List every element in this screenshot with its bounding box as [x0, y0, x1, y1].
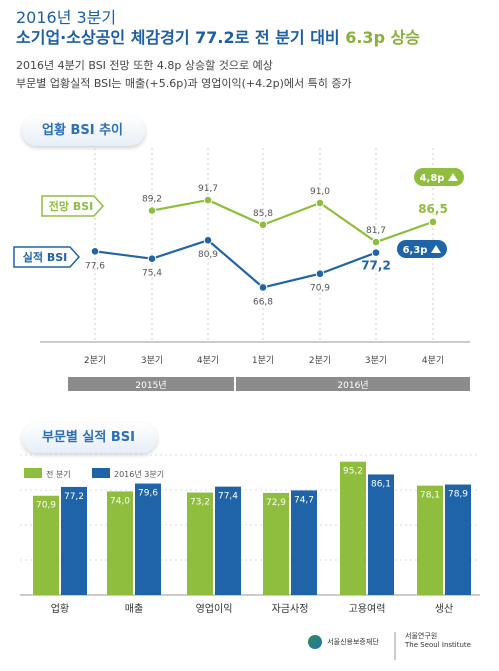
- data-label: 89,2: [142, 195, 162, 205]
- data-label: 91,0: [310, 187, 330, 197]
- forecast-point: [258, 220, 268, 230]
- bar-value-label: 78,1: [420, 491, 440, 501]
- bar-value-label: 74,0: [110, 496, 130, 506]
- legend-label: 전 분기: [46, 469, 71, 479]
- data-label: 77,2: [361, 259, 391, 273]
- x-tick-label: 3분기: [365, 355, 387, 366]
- actual-point: [147, 254, 157, 263]
- forecast-point: [315, 198, 325, 208]
- actual-point: [315, 269, 325, 279]
- headline-highlight: 6.3p 상승: [345, 28, 421, 47]
- summary-line-1: 2016년 4분기 BSI 전망 또한 4.8p 상승할 것으로 예상: [16, 59, 273, 72]
- x-tick-label: 4분기: [422, 355, 444, 366]
- bar-value-label: 77,2: [64, 492, 84, 502]
- bar-category-label: 영업이익: [196, 602, 233, 615]
- bar-2016q3: [215, 486, 241, 595]
- data-label: 81,7: [366, 226, 386, 236]
- forecast-change-badge-text: 4,8p: [420, 173, 445, 184]
- actual-series-tag: [13, 246, 81, 268]
- data-label: 80,9: [198, 250, 218, 260]
- bar-value-label: 72,9: [266, 498, 286, 508]
- data-label: 86,5: [418, 202, 448, 216]
- forecast-line: [151, 198, 434, 244]
- bar-value-label: 79,6: [138, 489, 158, 499]
- sinbo-logo-text: 서울신용보증재단: [327, 638, 379, 646]
- x-tick-label: 3분기: [141, 355, 163, 366]
- forecast-point: [147, 206, 157, 215]
- bar-category-label: 고용여력: [349, 603, 386, 615]
- line-chart-title: 업황 BSI 추이: [22, 116, 146, 146]
- up-arrow-icon: [431, 245, 441, 253]
- forecast-point: [203, 195, 213, 205]
- data-label: 85,8: [253, 209, 273, 219]
- legend-label: 2016년 3분기: [114, 469, 164, 479]
- legend-swatch-prev: [24, 468, 42, 478]
- headline-text: 소기업·소상공인 체감경기 77.2로 전 분기 대비: [16, 28, 346, 47]
- bar-chart-title: 부문별 실적 BSI: [22, 423, 157, 453]
- seoul-institute-logo: 서울연구원 The Seoul Institute: [405, 632, 471, 650]
- actual-point: [371, 248, 381, 257]
- legend-swatch-current: [92, 468, 110, 478]
- bar-value-label: 70,9: [36, 501, 56, 511]
- up-arrow-icon: [448, 173, 458, 181]
- data-label: 70,9: [310, 284, 330, 294]
- forecast-point: [371, 237, 381, 247]
- bar-value-label: 74,7: [294, 495, 314, 505]
- x-tick-label: 2분기: [309, 355, 331, 366]
- seoul-institute-name: 서울연구원: [405, 632, 438, 640]
- bar-value-label: 86,1: [371, 479, 391, 489]
- bar-value-label: 73,2: [190, 498, 210, 508]
- summary-line-2: 부문별 업황실적 BSI는 매출(+5.6p)과 영업이익(+4.2p)에서 특…: [16, 77, 352, 90]
- actual-point: [90, 246, 100, 256]
- bar-prev-quarter: [340, 461, 366, 595]
- actual-series-tag-text: 실적 BSI: [23, 250, 67, 264]
- bar-category-label: 업황: [51, 602, 69, 615]
- bar-2016q3: [368, 474, 394, 595]
- actual-change-badge: [397, 240, 447, 258]
- bar-prev-quarter: [187, 492, 213, 595]
- bar-2016q3: [291, 490, 317, 595]
- data-label: 66,8: [253, 297, 273, 307]
- year-label: 2015년: [135, 380, 166, 391]
- sinbo-logo: 서울신용보증재단: [308, 635, 379, 649]
- year-bar-2015: [68, 377, 234, 391]
- actual-point: [258, 283, 268, 292]
- data-label: 75,4: [142, 269, 162, 279]
- bar-2016q3: [445, 484, 471, 595]
- bar-category-label: 자금사정: [272, 603, 309, 615]
- bar-category-label: 매출: [125, 603, 143, 615]
- bar-prev-quarter: [33, 495, 59, 595]
- header-line1: 2016년 3분기: [16, 8, 117, 27]
- bar-value-label: 95,2: [343, 467, 363, 477]
- sinbo-logo-icon: [308, 635, 322, 649]
- x-tick-label: 2분기: [84, 355, 106, 366]
- actual-point: [203, 235, 213, 245]
- bar-value-label: 77,4: [218, 492, 238, 502]
- seoul-institute-name-en: The Seoul Institute: [405, 641, 471, 649]
- x-tick-label: 4분기: [197, 355, 219, 366]
- forecast-series-tag-text: 전망 BSI: [49, 199, 93, 213]
- year-bar-2016: [236, 377, 470, 391]
- headline: 소기업·소상공인 체감경기 77.2로 전 분기 대비 6.3p 상승: [16, 24, 420, 48]
- bar-value-label: 78,9: [448, 490, 468, 500]
- data-label: 77,6: [85, 261, 105, 271]
- bar-prev-quarter: [417, 485, 443, 595]
- bar-prev-quarter: [263, 492, 289, 595]
- forecast-series-tag: [41, 195, 105, 217]
- actual-change-badge-text: 6,3p: [403, 245, 428, 256]
- actual-line: [94, 238, 377, 289]
- forecast-change-badge: [414, 168, 464, 186]
- year-label: 2016년: [337, 380, 368, 391]
- data-label: 91,7: [198, 184, 218, 194]
- bar-2016q3: [135, 483, 161, 595]
- bar-prev-quarter: [107, 491, 133, 595]
- bar-2016q3: [61, 486, 87, 595]
- x-tick-label: 1분기: [252, 355, 274, 366]
- forecast-point: [428, 217, 438, 227]
- bar-category-label: 생산: [435, 603, 453, 615]
